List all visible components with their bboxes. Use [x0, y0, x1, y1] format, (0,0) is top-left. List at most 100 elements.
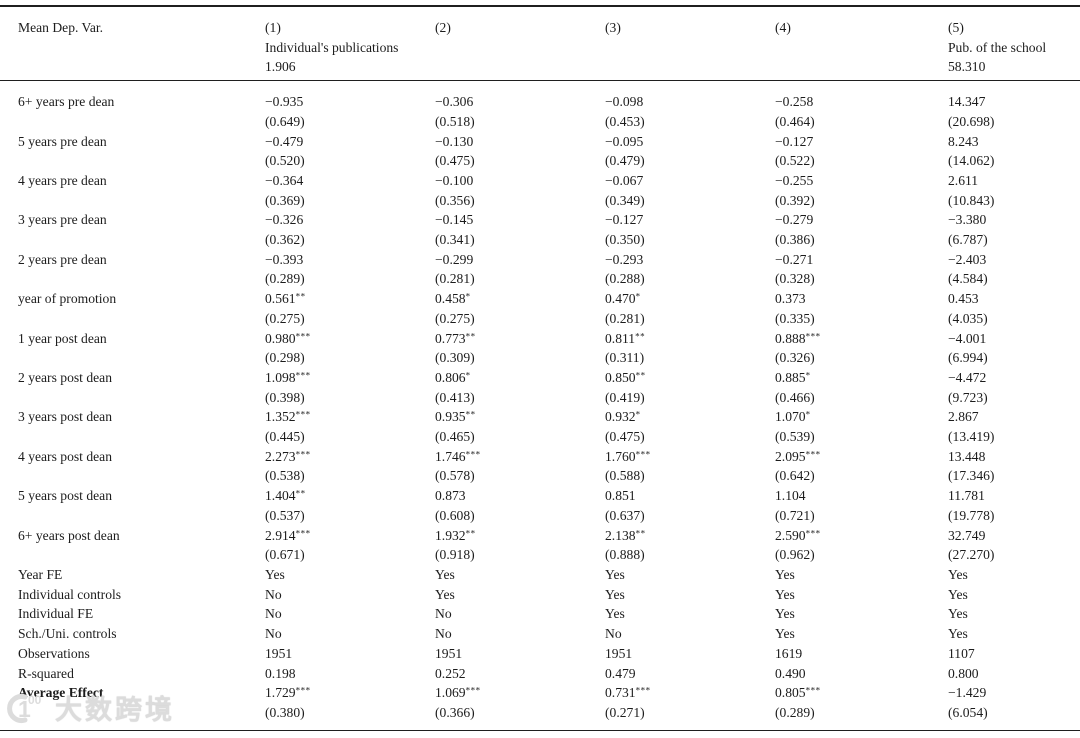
significance-stars: *** [295, 685, 311, 696]
significance-stars: ** [295, 488, 306, 499]
column-number: (4) [775, 20, 791, 35]
se-cell: (0.311) [605, 350, 645, 366]
info-cell: Yes [948, 606, 968, 622]
row-label-spacer [0, 191, 265, 211]
se-cell: (0.289) [265, 271, 305, 287]
coef-cell: 0.850** [605, 369, 646, 385]
row-label: 4 years pre dean [18, 172, 107, 188]
coef-row: 5 years pre dean −0.479 −0.130 −0.095 −0.127… [0, 132, 1080, 152]
se-cell: (13.419) [948, 429, 995, 445]
se-cell: (0.537) [265, 507, 305, 523]
se-cell: (0.642) [775, 468, 815, 484]
coef-cell: 2.867 [948, 409, 979, 425]
row-label: 3 years pre dean [18, 212, 107, 228]
se-cell: (0.608) [435, 507, 475, 523]
se-cell: (0.392) [775, 192, 815, 208]
info-cell: No [265, 606, 282, 622]
se-cell: (0.465) [435, 429, 475, 445]
header-row-label: Mean Dep. Var. [18, 20, 104, 35]
info-cell: Yes [605, 566, 625, 582]
se-row: (0.369) (0.356) (0.349) (0.392) (10.843) [0, 191, 1080, 211]
se-row: (0.649) (0.518) (0.453) (0.464) (20.698) [0, 112, 1080, 132]
coef-row: Average Effect 1.729*** 1.069*** 0.731*** 0.… [0, 683, 1080, 703]
se-cell: (0.298) [265, 350, 305, 366]
row-label: 6+ years pre dean [18, 94, 115, 110]
row-label-spacer [0, 348, 265, 368]
row-label: Individual FE [18, 606, 94, 622]
se-cell: (17.346) [948, 468, 995, 484]
significance-stars: * [805, 370, 811, 381]
se-cell: (0.275) [265, 310, 305, 326]
info-row: Individual controls No Yes Yes Yes Yes [0, 585, 1080, 605]
se-row: (0.362) (0.341) (0.350) (0.386) (6.787) [0, 230, 1080, 250]
significance-stars: * [805, 409, 811, 420]
column-dep-var: Pub. of the school [948, 39, 1047, 55]
coef-cell: 0.888*** [775, 330, 821, 346]
row-label-spacer [0, 388, 265, 408]
coef-cell: 11.781 [948, 488, 985, 504]
info-cell: 1951 [435, 645, 463, 661]
se-cell: (0.380) [265, 704, 305, 720]
coef-cell: −0.935 [265, 94, 304, 110]
significance-stars: * [635, 409, 641, 420]
se-cell: (0.518) [435, 113, 475, 129]
coef-cell: 1.070* [775, 409, 811, 425]
se-cell: (0.335) [775, 310, 815, 326]
se-cell: (0.271) [605, 704, 645, 720]
coef-cell: 2.138** [605, 527, 646, 543]
coef-cell: 1.104 [775, 488, 806, 504]
row-label-spacer [0, 703, 265, 723]
coef-cell: −2.403 [948, 251, 987, 267]
info-row: Sch./Uni. controls No No No Yes Yes [0, 624, 1080, 644]
se-cell: (0.538) [265, 468, 305, 484]
info-cell: Yes [605, 606, 625, 622]
se-cell: (27.270) [948, 547, 995, 563]
coef-cell: 0.561** [265, 291, 306, 307]
se-cell: (9.723) [948, 389, 988, 405]
coef-cell: 1.404** [265, 488, 306, 504]
se-row: (0.537) (0.608) (0.637) (0.721) (19.778) [0, 506, 1080, 526]
se-cell: (4.584) [948, 271, 988, 287]
se-cell: (0.281) [605, 310, 645, 326]
se-cell: (0.349) [605, 192, 645, 208]
info-cell: 0.198 [265, 665, 296, 681]
coef-row: 4 years post dean 2.273*** 1.746*** 1.760**… [0, 447, 1080, 467]
coef-row: 6+ years post dean 2.914*** 1.932** 2.138**… [0, 526, 1080, 546]
column-number: (5) [948, 20, 964, 35]
se-cell: (0.288) [605, 271, 645, 287]
se-cell: (0.475) [605, 429, 645, 445]
significance-stars: *** [635, 449, 651, 460]
se-cell: (0.466) [775, 389, 815, 405]
se-row: (0.289) (0.281) (0.288) (0.328) (4.584) [0, 269, 1080, 289]
coef-cell: −0.271 [775, 251, 814, 267]
se-cell: (0.398) [265, 389, 305, 405]
row-label-spacer [0, 427, 265, 447]
row-label: Year FE [18, 566, 63, 582]
info-cell: 1619 [775, 645, 803, 661]
significance-stars: *** [295, 528, 311, 539]
row-label: 5 years pre dean [18, 133, 107, 149]
info-cell: 0.800 [948, 665, 979, 681]
se-cell: (0.328) [775, 271, 815, 287]
se-cell: (0.453) [605, 113, 645, 129]
coef-cell: −0.255 [775, 172, 814, 188]
info-cell: Yes [948, 626, 968, 642]
se-cell: (0.309) [435, 350, 475, 366]
coef-cell: 1.352*** [265, 409, 311, 425]
coef-row: 4 years pre dean −0.364 −0.100 −0.067 −0.255… [0, 171, 1080, 191]
header-row-label-spacer [0, 38, 265, 58]
table-header: Mean Dep. Var. (1) (2) (3) (4) (5) Individual'… [0, 7, 1080, 77]
row-label: 2 years post dean [18, 369, 112, 385]
column-mean-value: 1.906 [265, 59, 296, 75]
info-cell: No [605, 626, 622, 642]
coef-row: 3 years pre dean −0.326 −0.145 −0.127 −0.279… [0, 210, 1080, 230]
se-cell: (10.843) [948, 192, 995, 208]
se-cell: (0.888) [605, 547, 645, 563]
coef-cell: 1.932** [435, 527, 476, 543]
row-label: 2 years pre dean [18, 251, 107, 267]
regression-table: Mean Dep. Var. (1) (2) (3) (4) (5) Individual'… [0, 7, 1080, 723]
coef-cell: 0.470* [605, 291, 641, 307]
coef-cell: 1.069*** [435, 685, 481, 701]
info-cell: Yes [605, 586, 625, 602]
coef-cell: −0.364 [265, 172, 304, 188]
